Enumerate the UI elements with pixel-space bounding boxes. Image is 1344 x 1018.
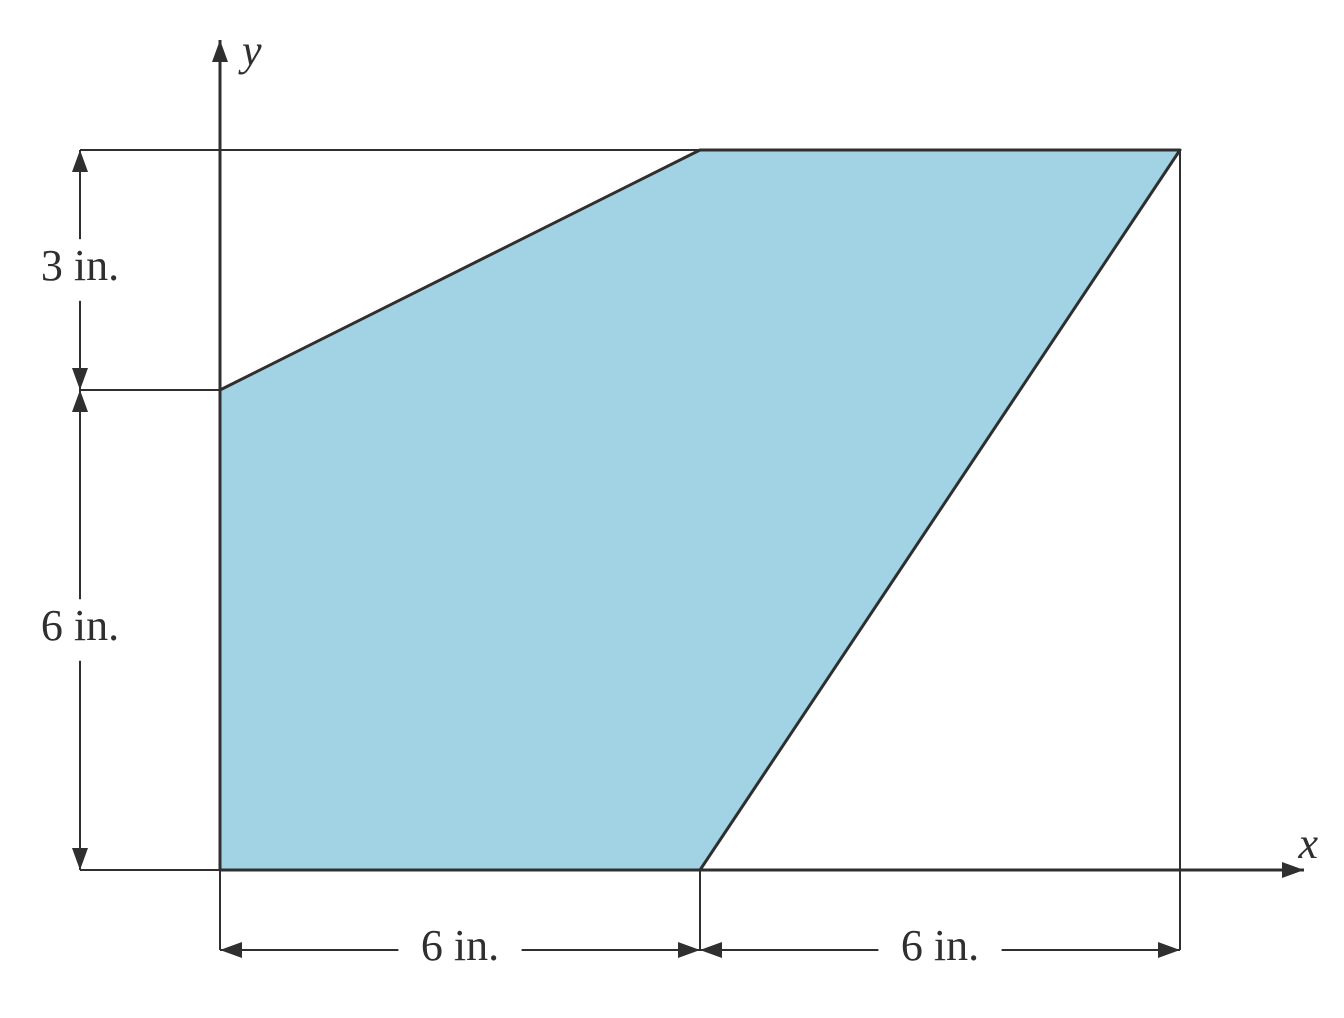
bottom-r-label: 6 in.	[901, 921, 979, 970]
y-axis-label: y	[238, 26, 262, 75]
cross-section-shape	[220, 150, 1180, 870]
left-top-label: 3 in.	[41, 241, 119, 290]
x-axis-label: x	[1297, 819, 1318, 868]
left-bot-label: 6 in.	[41, 601, 119, 650]
bottom-l-label: 6 in.	[421, 921, 499, 970]
